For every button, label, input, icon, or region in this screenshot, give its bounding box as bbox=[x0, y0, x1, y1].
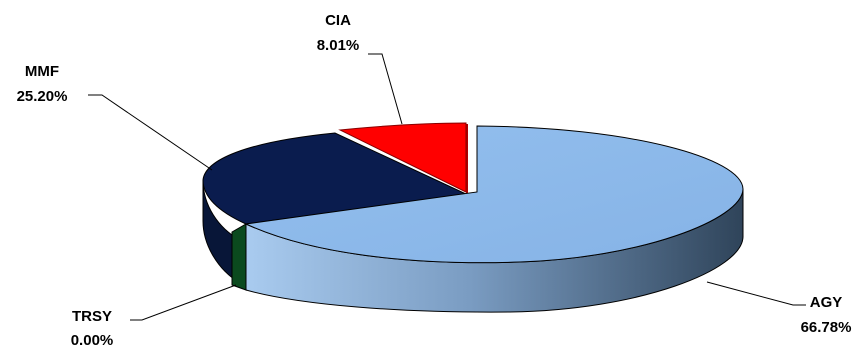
pie-slice-side-trsy bbox=[231, 223, 247, 291]
label-name-mmf: MMF bbox=[25, 63, 59, 80]
pie-slice-cia bbox=[338, 122, 467, 193]
pie-slice-mmf bbox=[202, 132, 468, 225]
pie-slice-agy bbox=[244, 125, 744, 264]
label-name-agy: AGY bbox=[810, 294, 843, 311]
label-value-trsy: 0.00% bbox=[71, 332, 114, 349]
label-value-agy: 66.78% bbox=[801, 319, 852, 336]
label-name-cia: CIA bbox=[325, 12, 351, 29]
label-name-trsy: TRSY bbox=[72, 308, 112, 325]
leader-line-trsy bbox=[130, 284, 237, 321]
leader-line-mmf bbox=[88, 94, 213, 171]
label-value-cia: 8.01% bbox=[317, 37, 360, 54]
leader-line-cia bbox=[368, 53, 403, 125]
leader-line-agy bbox=[706, 281, 806, 306]
label-value-mmf: 25.20% bbox=[17, 88, 68, 105]
